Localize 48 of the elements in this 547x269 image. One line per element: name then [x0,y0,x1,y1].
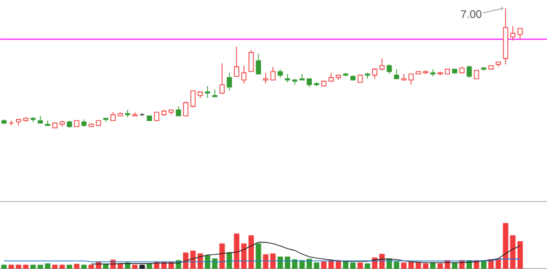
candlestick [219,62,225,95]
bar [146,263,152,269]
candlestick [284,74,290,83]
candlestick [408,74,414,86]
candlestick [45,120,50,126]
bar [452,262,458,269]
bar [59,264,65,269]
bar [81,264,87,269]
bar [103,264,108,269]
bar [314,262,320,269]
bar [357,262,363,269]
bar [44,263,50,269]
candlestick [204,86,210,98]
bar [132,264,138,269]
candlestick [190,90,196,108]
bar [52,264,58,269]
candlestick [248,50,254,72]
candlestick [430,68,436,77]
bar [226,252,232,269]
bar [66,264,72,269]
candlestick [226,72,232,92]
candlestick [183,101,188,116]
bar [321,262,327,269]
bar [517,241,523,269]
candlestick [394,68,400,80]
bar [248,235,254,269]
annotation: 7.00 [461,10,482,18]
bar [256,243,262,269]
bar [422,263,428,269]
candlestick [176,106,182,116]
bar [74,264,80,269]
bar [219,243,225,269]
candlestick [299,74,305,80]
candlestick [510,26,516,41]
bar [430,262,436,269]
candlestick [256,53,262,74]
candlestick [466,65,472,78]
candlestick [241,65,246,84]
candlestick [386,64,392,74]
candlestick [234,46,240,77]
bar [401,262,407,269]
candlestick [518,28,523,40]
bar [1,264,7,269]
candlestick [263,72,268,84]
candlestick [270,66,276,80]
candlestick [372,68,378,80]
candlestick [379,58,385,71]
bar [364,263,370,269]
